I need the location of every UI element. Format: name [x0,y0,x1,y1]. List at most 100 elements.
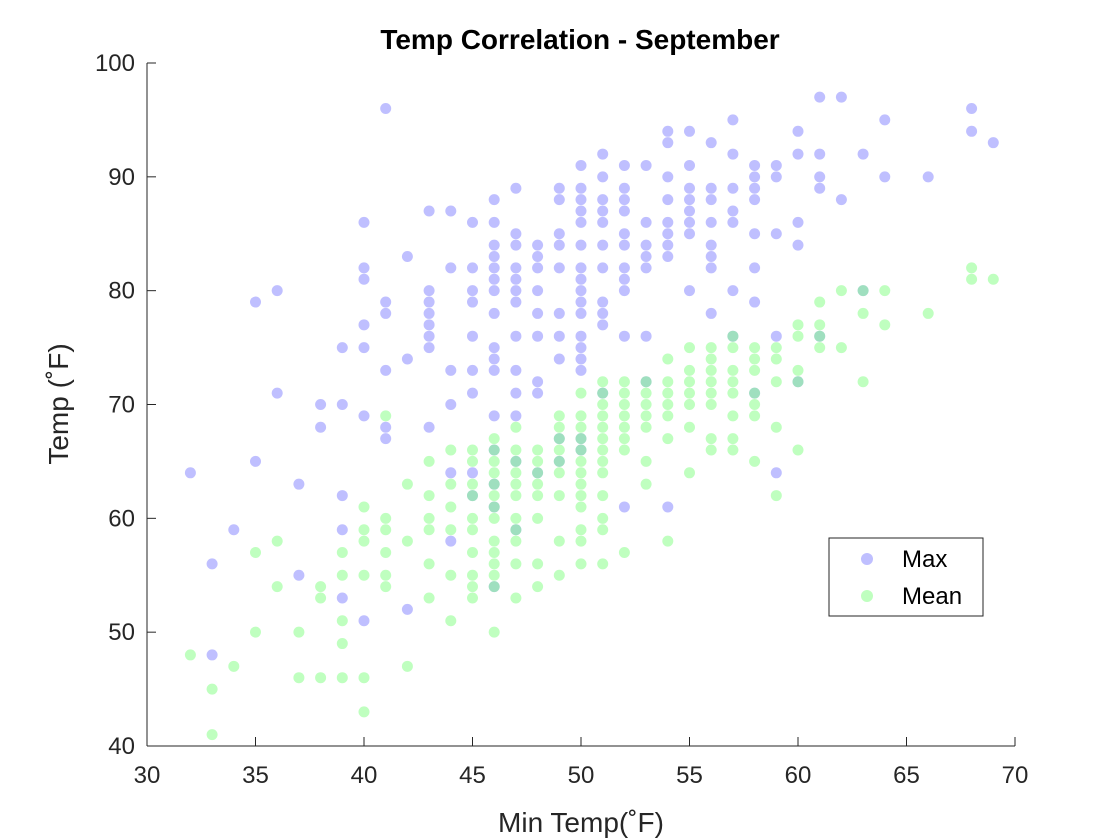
data-point-mean [206,729,218,741]
data-point-max [250,296,261,308]
data-point-mean [575,478,587,490]
data-point-mean [510,478,522,490]
data-point-max [553,194,565,206]
data-point-mean [575,410,587,422]
data-point-max [792,148,804,160]
data-point-max [445,467,457,479]
data-point-max [445,364,457,376]
data-point-max [553,239,565,251]
data-point-mean [749,353,761,365]
data-point-mean [423,512,435,524]
data-point-max [510,228,522,240]
data-point-mean [662,387,674,399]
data-point-mean [749,399,761,410]
data-point-max [423,330,435,342]
data-point-mean [510,455,522,467]
data-point-mean [228,660,240,672]
data-point-max [488,364,500,376]
data-point-mean [618,421,630,433]
x-tick-label: 40 [351,762,378,789]
data-point-mean [380,410,392,422]
x-tick-label: 30 [134,762,161,789]
data-point-max [597,307,609,319]
data-point-mean [749,387,761,399]
data-point-max [640,159,652,171]
data-point-max [575,330,587,342]
data-point-mean [597,490,609,502]
data-point-max [575,262,587,274]
data-point-mean [510,592,522,604]
data-point-mean [835,285,847,297]
data-point-mean [488,558,500,570]
data-point-max [445,262,457,274]
data-point-mean [358,524,370,536]
data-point-max [510,273,522,285]
data-point-max [553,330,565,342]
data-point-max [445,205,457,217]
data-point-max [684,125,695,137]
data-point-mean [532,581,544,593]
data-point-max [749,171,761,183]
data-point-max [966,103,978,115]
data-point-max [770,159,782,171]
data-point-mean [618,433,630,445]
data-point-mean [705,376,717,388]
data-point-mean [618,376,630,388]
data-point-mean [423,524,435,536]
data-point-max [293,478,305,490]
data-point-max [618,194,630,206]
data-point-mean [445,501,457,513]
data-point-max [575,205,587,217]
data-point-mean [662,410,674,422]
data-point-max [814,91,826,103]
data-point-max [488,239,500,251]
data-point-max [662,125,674,137]
data-point-max [597,239,609,251]
data-point-mean [597,387,609,399]
data-point-max [575,342,587,354]
data-point-max [423,296,435,308]
data-point-max [705,182,717,194]
data-point-mean [553,569,565,581]
data-point-mean [814,296,826,308]
data-point-max [532,285,544,297]
data-point-mean [532,467,544,479]
data-point-mean [770,342,782,354]
chart-title: Temp Correlation - September [380,24,779,55]
data-point-mean [358,706,370,718]
x-tick-label: 55 [676,762,703,789]
data-point-max [618,239,630,251]
data-point-mean [510,512,522,524]
data-point-mean [857,307,869,319]
data-point-max [727,148,739,160]
data-point-max [662,137,674,149]
data-point-mean [575,535,587,547]
data-point-max [510,330,522,342]
points-layer [184,91,999,741]
data-point-mean [336,546,348,558]
data-point-max [575,182,587,194]
y-tick-label: 90 [108,164,135,191]
data-point-mean [749,455,761,467]
data-point-mean [488,512,500,524]
data-point-max [423,307,435,319]
data-point-mean [879,319,891,331]
data-point-max [488,273,500,285]
data-point-mean [510,444,522,456]
data-point-max [705,216,717,228]
data-point-mean [380,546,392,558]
data-point-mean [597,410,609,422]
data-point-mean [662,399,674,410]
data-point-mean [553,467,565,479]
data-point-max [770,228,782,240]
x-tick-label: 35 [242,762,269,789]
data-point-mean [315,592,327,604]
data-point-mean [184,649,196,661]
data-point-mean [423,455,435,467]
data-point-mean [684,399,695,410]
data-point-max [662,216,674,228]
data-point-mean [401,535,413,547]
data-point-max [749,228,761,240]
data-point-max [380,103,392,115]
data-point-max [618,501,630,513]
